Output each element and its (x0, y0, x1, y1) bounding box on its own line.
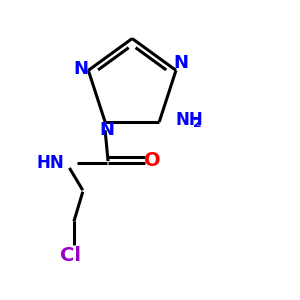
Text: 2: 2 (194, 117, 202, 130)
Text: Cl: Cl (60, 246, 81, 265)
Text: N: N (99, 121, 114, 139)
Text: N: N (173, 54, 188, 72)
Text: HN: HN (36, 154, 64, 172)
Text: N: N (74, 60, 88, 78)
Text: O: O (144, 151, 160, 170)
Text: NH: NH (176, 111, 203, 129)
